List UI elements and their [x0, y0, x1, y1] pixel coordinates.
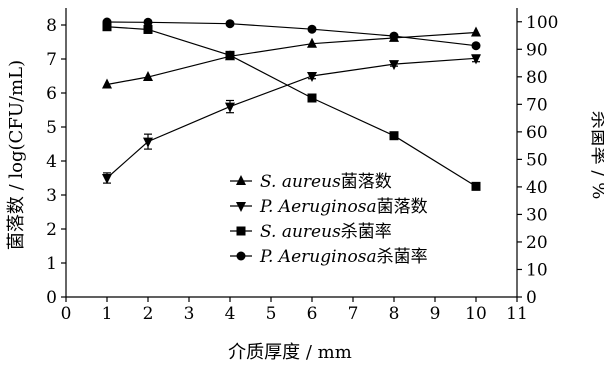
x-tick-label: 6: [307, 304, 318, 324]
y-right-tick-label: 20: [526, 233, 548, 253]
data-point: [471, 54, 481, 65]
series-0: [102, 26, 481, 89]
series-layer: [102, 17, 481, 191]
y-axis-right: 0 10 20 30 40 50 60 70 80 90 100: [517, 13, 558, 308]
data-point: [471, 41, 481, 51]
y-axis-right-label: 杀菌率 / %: [588, 111, 604, 200]
y-right-tick-label: 30: [526, 205, 548, 225]
plot-frame: [65, 8, 518, 298]
legend-label-species: S. aureus: [260, 172, 341, 192]
x-tick-label: 11: [506, 304, 528, 324]
legend-label-measure: 杀菌率: [341, 222, 392, 242]
data-point: [471, 26, 481, 37]
data-point: [102, 17, 112, 27]
y-left-tick-label: 1: [46, 254, 57, 274]
series-3: [102, 17, 481, 51]
data-point: [143, 137, 153, 148]
data-point: [471, 181, 481, 191]
y-right-tick-label: 40: [526, 178, 548, 198]
y-left-tick-label: 8: [46, 16, 57, 36]
data-point: [389, 31, 399, 41]
x-tick-label: 1: [102, 304, 113, 324]
series-2: [102, 22, 481, 191]
data-point: [225, 102, 235, 113]
x-tick-label: 8: [389, 304, 400, 324]
series-line: [106, 26, 477, 187]
legend-label: S. aureus菌落数: [260, 172, 392, 192]
series-line: [106, 57, 477, 179]
y-right-tick-label: 100: [526, 13, 558, 33]
legend-label-species: P. Aeruginosa: [259, 197, 377, 217]
x-tick-label: 5: [266, 304, 277, 324]
series-line: [106, 21, 477, 47]
legend-item-2: S. aureus杀菌率: [230, 222, 392, 242]
data-point: [307, 24, 317, 34]
y-axis-left-label: 菌落数 / log(CFU/mL): [6, 60, 27, 250]
data-point: [225, 50, 235, 60]
data-point: [143, 71, 153, 82]
legend-label-measure: 菌落数: [341, 172, 392, 192]
legend-label-measure: 杀菌率: [377, 247, 428, 267]
y-left-tick-label: 2: [46, 220, 57, 240]
y-left-tick-label: 6: [46, 84, 57, 104]
x-tick-label: 7: [348, 304, 359, 324]
series-1: [102, 54, 481, 184]
data-point: [307, 93, 317, 103]
legend-label-measure: 菌落数: [377, 197, 428, 217]
data-point: [143, 17, 153, 27]
legend-label-species: P. Aeruginosa: [259, 247, 377, 267]
y-left-tick-label: 7: [46, 50, 57, 70]
x-tick-label: 10: [465, 304, 487, 324]
legend-item-0: S. aureus菌落数: [230, 172, 392, 192]
data-point: [307, 37, 317, 48]
legend-item-3: P. Aeruginosa杀菌率: [230, 247, 428, 267]
y-right-tick-label: 70: [526, 95, 548, 115]
x-axis: 0 1 2 3 4 5 6 7 8 9 10 11: [61, 297, 528, 324]
legend-marker: [236, 175, 246, 185]
data-point: [102, 22, 112, 32]
data-point: [389, 131, 399, 141]
legend-marker: [236, 251, 246, 261]
series-line: [106, 31, 477, 86]
y-left-tick-label: 4: [46, 152, 57, 172]
x-tick-label: 2: [143, 304, 154, 324]
y-left-tick-label: 0: [46, 288, 57, 308]
x-tick-label: 4: [225, 304, 236, 324]
x-tick-label: 0: [61, 304, 72, 324]
legend-label: S. aureus杀菌率: [260, 222, 392, 242]
legend-item-1: P. Aeruginosa菌落数: [230, 197, 428, 217]
y-right-tick-label: 60: [526, 123, 548, 143]
legend-marker: [236, 226, 246, 236]
y-axis-left: 0 1 2 3 4 5 6 7 8: [46, 16, 66, 308]
legend-label: P. Aeruginosa杀菌率: [259, 247, 428, 267]
data-point: [389, 60, 399, 71]
data-point: [225, 19, 235, 29]
data-point: [143, 24, 153, 34]
y-right-tick-label: 50: [526, 150, 548, 170]
y-left-tick-label: 3: [46, 186, 57, 206]
legend-label: P. Aeruginosa菌落数: [259, 197, 428, 217]
x-axis-label: 介质厚度 / mm: [228, 342, 352, 363]
data-point: [102, 78, 112, 89]
legend-marker: [236, 202, 246, 212]
y-right-tick-label: 80: [526, 68, 548, 88]
y-right-tick-label: 90: [526, 40, 548, 60]
data-point: [307, 72, 317, 82]
legend-label-species: S. aureus: [260, 222, 341, 242]
x-tick-label: 9: [430, 304, 441, 324]
x-tick-label: 3: [184, 304, 195, 324]
y-left-tick-label: 5: [46, 118, 57, 138]
y-right-tick-label: 10: [526, 260, 548, 280]
data-point: [102, 174, 112, 184]
y-right-tick-label: 0: [526, 288, 537, 308]
